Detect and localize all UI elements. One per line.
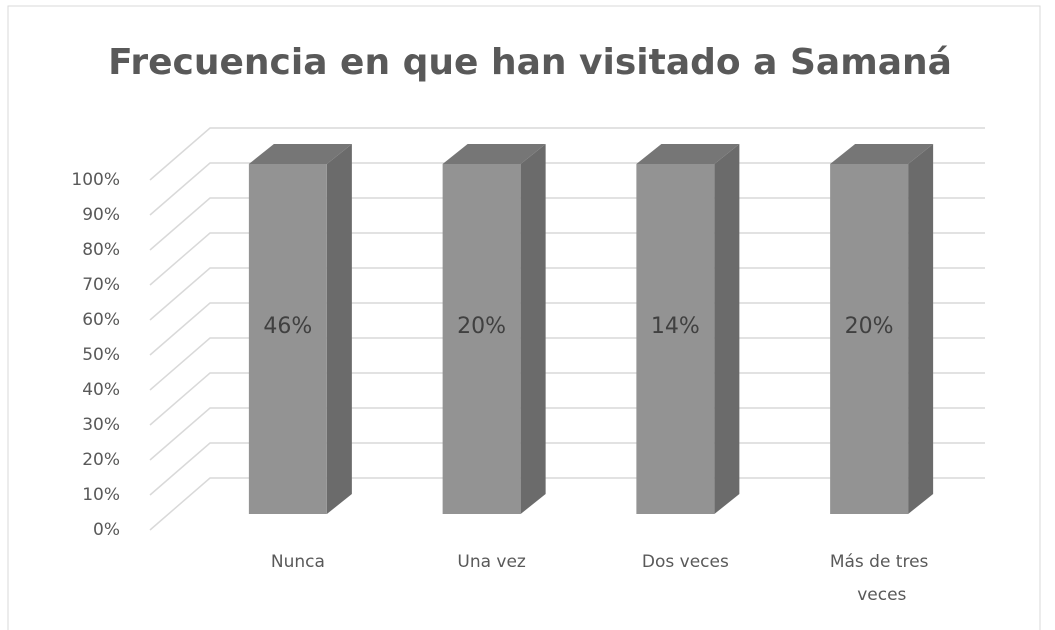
y-tick-label: 40% [82,380,120,400]
y-tick-label: 60% [82,310,120,330]
data-label: 46% [263,314,312,339]
bar-front [442,164,521,514]
y-tick-label: 80% [82,240,120,260]
bar-front [248,164,327,514]
x-tick-label: Nunca [271,552,325,572]
y-tick-label: 50% [82,345,120,365]
bar-side [908,144,934,514]
data-label: 20% [457,314,506,339]
bar [830,144,934,514]
bar [248,144,352,514]
x-tick-label: Una vez [457,552,526,572]
x-tick-label: Dos veces [642,552,729,572]
x-tick-label: Más de tres veces [830,552,929,605]
y-tick-label: 30% [82,415,120,435]
bar-side [714,144,740,514]
y-tick-label: 10% [82,485,120,505]
y-tick-label: 100% [71,170,120,190]
bar-top [830,144,934,164]
x-tick-label-line: Una vez [457,552,526,572]
y-tick-label: 0% [93,520,120,540]
bar-top [636,144,740,164]
bar [636,144,740,514]
x-tick-label-line: Nunca [271,552,325,572]
y-tick-label: 20% [82,450,120,470]
data-label: 14% [651,314,700,339]
chart-title: Frecuencia en que han visitado a Samaná [108,42,952,83]
bar-side [520,144,546,514]
bar-front [636,164,715,514]
bar-front [830,164,909,514]
x-tick-label-line: Dos veces [642,552,729,572]
x-tick-label-line: veces [852,585,907,605]
bar [442,144,546,514]
data-label: 20% [845,314,894,339]
grid-line [149,127,985,181]
y-tick-label: 90% [82,205,120,225]
bar-side [326,144,352,514]
bar-top [248,144,352,164]
bar-top [442,144,546,164]
x-tick-label-line: Más de tres [830,552,929,572]
y-tick-label: 70% [82,275,120,295]
